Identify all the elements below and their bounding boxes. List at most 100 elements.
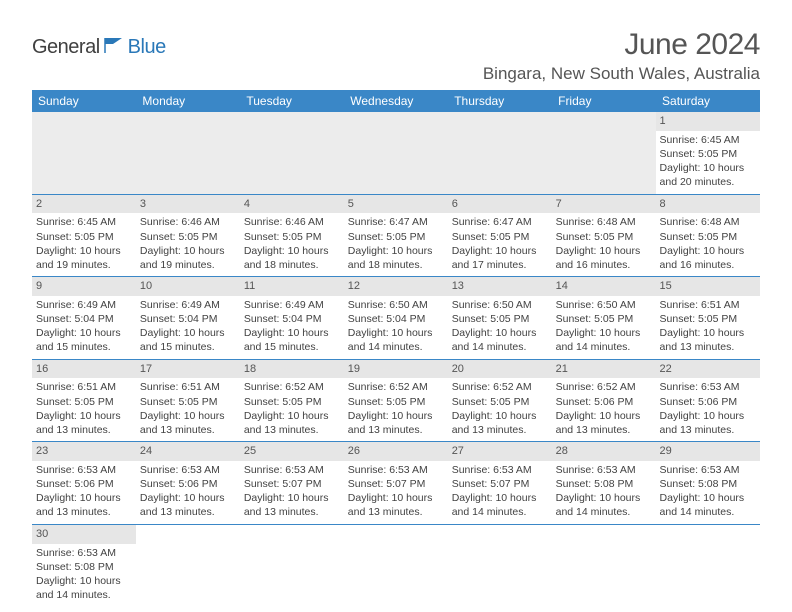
calendar-day-cell: 7Sunrise: 6:48 AMSunset: 5:05 PMDaylight… (552, 194, 656, 277)
daylight-text: and 17 minutes. (452, 258, 548, 272)
day-number: 20 (448, 360, 552, 379)
calendar-week-row: 16Sunrise: 6:51 AM Sunset: 5:05 PM Dayligh… (32, 359, 760, 442)
daylight-text: and 14 minutes. (348, 340, 444, 354)
day-number: 7 (552, 195, 656, 214)
sunrise-text: Sunrise: 6:53 AM (140, 463, 236, 477)
daylight-text: and 14 minutes. (452, 340, 548, 354)
calendar-week-row: 23Sunrise: 6:53 AMSunset: 5:06 PMDayligh… (32, 442, 760, 525)
sunrise-text: Sunrise: 6:50 AM (452, 298, 548, 312)
sunrise-text: Sunrise: 6:49 AM (244, 298, 340, 312)
sunset-text: Sunset: 5:05 PM (244, 230, 340, 244)
sunrise-text: Sunrise: 6:52 AM (452, 380, 548, 394)
calendar-day-cell: 29Sunrise: 6:53 AMSunset: 5:08 PMDayligh… (656, 442, 760, 525)
weekday-header: Monday (136, 90, 240, 112)
daylight-text: Daylight: 10 hours (348, 244, 444, 258)
sunrise-text: Sunrise: 6:50 AM (556, 298, 652, 312)
sunset-text: Sunset: 5:04 PM (348, 312, 444, 326)
calendar-day-cell: 30Sunrise: 6:53 AMSunset: 5:08 PMDayligh… (32, 524, 136, 606)
sunrise-text: Sunrise: 6:46 AM (140, 215, 236, 229)
calendar-day-cell (32, 112, 136, 194)
daylight-text: Daylight: 10 hours (36, 326, 132, 340)
month-title: June 2024 (483, 28, 760, 62)
sunset-text: Sunset: 5:07 PM (244, 477, 340, 491)
sunrise-text: Sunrise: 6:53 AM (244, 463, 340, 477)
daylight-text: Daylight: 10 hours (556, 244, 652, 258)
weekday-header: Thursday (448, 90, 552, 112)
calendar-day-cell (552, 112, 656, 194)
daylight-text: Daylight: 10 hours (140, 491, 236, 505)
location: Bingara, New South Wales, Australia (483, 64, 760, 84)
day-number: 23 (32, 442, 136, 461)
daylight-text: and 13 minutes. (556, 423, 652, 437)
sunrise-text: Sunrise: 6:49 AM (36, 298, 132, 312)
calendar-day-cell (344, 524, 448, 606)
sunrise-text: Sunrise: 6:45 AM (660, 133, 756, 147)
daylight-text: and 18 minutes. (244, 258, 340, 272)
daylight-text: Daylight: 10 hours (660, 326, 756, 340)
daylight-text: Daylight: 10 hours (36, 409, 132, 423)
logo-text-main: General (32, 36, 100, 59)
calendar-day-cell: 22Sunrise: 6:53 AMSunset: 5:06 PMDayligh… (656, 359, 760, 442)
daylight-text: and 14 minutes. (556, 340, 652, 354)
calendar-day-cell (448, 524, 552, 606)
sunset-text: Sunset: 5:05 PM (348, 395, 444, 409)
daylight-text: and 16 minutes. (660, 258, 756, 272)
calendar-day-cell: 27Sunrise: 6:53 AMSunset: 5:07 PMDayligh… (448, 442, 552, 525)
daylight-text: and 14 minutes. (452, 505, 548, 519)
daylight-text: and 14 minutes. (556, 505, 652, 519)
weekday-header: Tuesday (240, 90, 344, 112)
day-number: 29 (656, 442, 760, 461)
daylight-text: Daylight: 10 hours (244, 244, 340, 258)
daylight-text: and 13 minutes. (36, 505, 132, 519)
calendar-week-row: 1Sunrise: 6:45 AMSunset: 5:05 PMDaylight… (32, 112, 760, 194)
sunrise-text: Sunrise: 6:51 AM (36, 380, 132, 394)
calendar-day-cell: 12Sunrise: 6:50 AMSunset: 5:04 PMDayligh… (344, 277, 448, 360)
calendar-day-cell: 19Sunrise: 6:52 AMSunset: 5:05 PMDayligh… (344, 359, 448, 442)
weekday-header-row: Sunday Monday Tuesday Wednesday Thursday… (32, 90, 760, 112)
day-number: 9 (32, 277, 136, 296)
sunset-text: Sunset: 5:05 PM (556, 312, 652, 326)
sunrise-text: Sunrise: 6:51 AM (660, 298, 756, 312)
daylight-text: and 13 minutes. (36, 423, 132, 437)
sunset-text: Sunset: 5:08 PM (556, 477, 652, 491)
sunset-text: Sunset: 5:06 PM (556, 395, 652, 409)
daylight-text: and 19 minutes. (36, 258, 132, 272)
daylight-text: Daylight: 10 hours (452, 491, 548, 505)
daylight-text: Daylight: 10 hours (36, 574, 132, 588)
day-number: 10 (136, 277, 240, 296)
sunrise-text: Sunrise: 6:52 AM (348, 380, 444, 394)
daylight-text: Daylight: 10 hours (244, 409, 340, 423)
calendar-week-row: 2Sunrise: 6:45 AMSunset: 5:05 PMDaylight… (32, 194, 760, 277)
daylight-text: and 13 minutes. (660, 423, 756, 437)
daylight-text: and 13 minutes. (244, 423, 340, 437)
calendar-day-cell: 24Sunrise: 6:53 AMSunset: 5:06 PMDayligh… (136, 442, 240, 525)
calendar-day-cell: 3Sunrise: 6:46 AMSunset: 5:05 PMDaylight… (136, 194, 240, 277)
daylight-text: and 13 minutes. (452, 423, 548, 437)
day-number: 16 (32, 360, 136, 379)
calendar-day-cell: 26Sunrise: 6:53 AMSunset: 5:07 PMDayligh… (344, 442, 448, 525)
calendar-day-cell: 15Sunrise: 6:51 AMSunset: 5:05 PMDayligh… (656, 277, 760, 360)
sunset-text: Sunset: 5:05 PM (452, 230, 548, 244)
sunset-text: Sunset: 5:05 PM (660, 230, 756, 244)
day-number: 24 (136, 442, 240, 461)
daylight-text: and 15 minutes. (140, 340, 236, 354)
daylight-text: and 13 minutes. (244, 505, 340, 519)
day-number: 27 (448, 442, 552, 461)
calendar-day-cell: 21Sunrise: 6:52 AMSunset: 5:06 PMDayligh… (552, 359, 656, 442)
sunrise-text: Sunrise: 6:46 AM (244, 215, 340, 229)
daylight-text: Daylight: 10 hours (140, 409, 236, 423)
sunrise-text: Sunrise: 6:53 AM (36, 546, 132, 560)
daylight-text: Daylight: 10 hours (244, 491, 340, 505)
calendar-day-cell: 13Sunrise: 6:50 AMSunset: 5:05 PMDayligh… (448, 277, 552, 360)
day-number: 30 (32, 525, 136, 544)
day-number: 4 (240, 195, 344, 214)
sunset-text: Sunset: 5:05 PM (660, 312, 756, 326)
day-number: 19 (344, 360, 448, 379)
day-number: 28 (552, 442, 656, 461)
sunrise-text: Sunrise: 6:48 AM (660, 215, 756, 229)
sunrise-text: Sunrise: 6:45 AM (36, 215, 132, 229)
day-number: 17 (136, 360, 240, 379)
day-number: 18 (240, 360, 344, 379)
daylight-text: and 15 minutes. (244, 340, 340, 354)
calendar-day-cell (448, 112, 552, 194)
